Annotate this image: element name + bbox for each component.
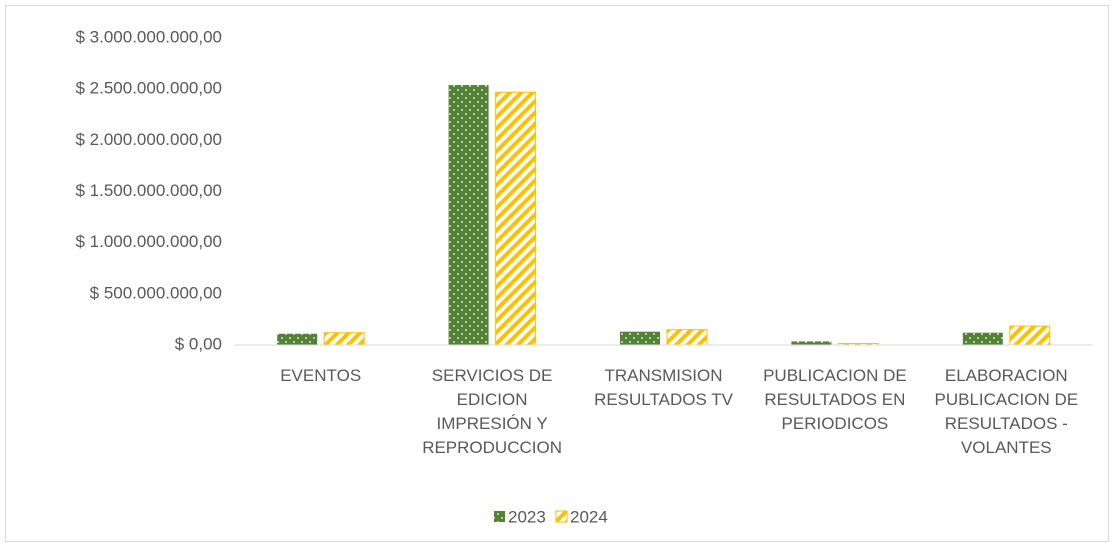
y-tick-label: $ 1.000.000.000,00 [75,232,222,251]
bar [620,331,660,345]
x-tick-label: SERVICIOS DE EDICION IMPRESIÓN Y REPRODU… [422,366,562,457]
bar [666,329,708,346]
y-tick-label: $ 500.000.000,00 [90,283,222,302]
x-tick-label: TRANSMISION RESULTADOS TV [594,366,733,409]
bar [323,332,365,346]
legend-label: 2024 [570,507,608,526]
x-tick-label: EVENTOS [280,366,362,385]
legend-label: 2023 [508,507,546,526]
bar [448,85,489,345]
chart-border [5,5,1109,542]
y-tick-label: $ 3.000.000.000,00 [75,27,222,46]
bar [495,91,537,346]
bar [962,332,1003,345]
legend-swatch [494,511,505,522]
legend-swatch [555,510,568,523]
bar [277,333,318,345]
y-tick-label: $ 2.000.000.000,00 [75,130,222,149]
bar [791,341,832,345]
y-tick-label: $ 1.500.000.000,00 [75,181,222,200]
x-tick-label: ELABORACION PUBLICACION DE RESULTADOS - … [934,366,1079,457]
y-tick-label: $ 0,00 [175,334,222,353]
bar [1009,325,1051,346]
x-tick-label: PUBLICACION DE RESULTADOS EN PERIODICOS [763,366,907,433]
y-tick-label: $ 2.500.000.000,00 [75,79,222,98]
